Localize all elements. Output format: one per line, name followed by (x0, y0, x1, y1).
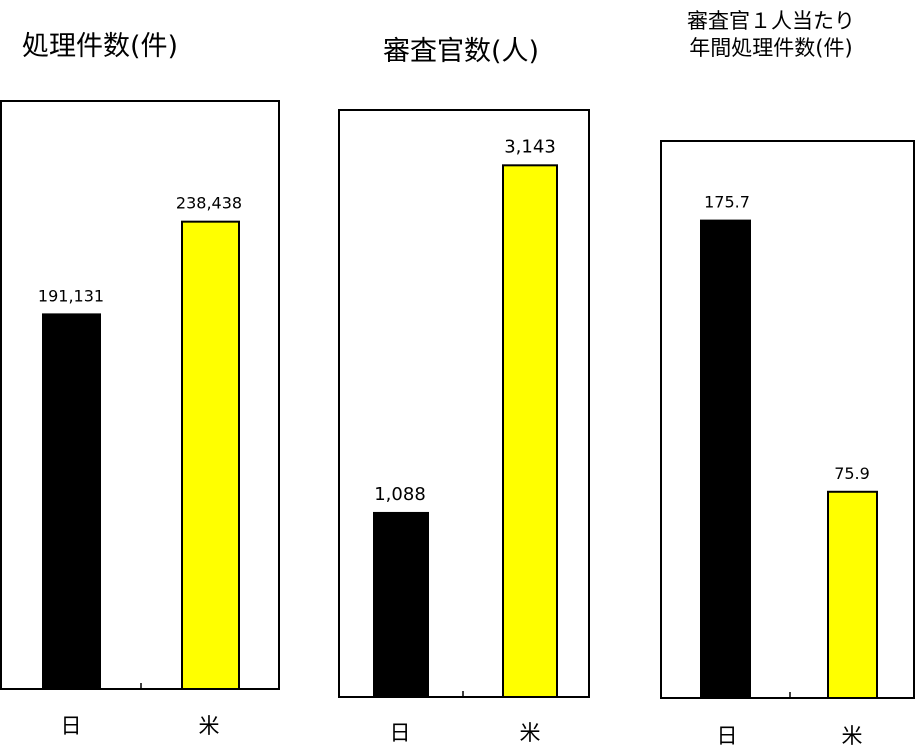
panel-1-category-japan: 日 (61, 714, 82, 738)
panel-2-category-japan: 日 (390, 721, 411, 745)
panel-1-bar-japan (42, 313, 101, 690)
panel-3-category-japan: 日 (717, 724, 738, 748)
panel-3-bar-us (827, 490, 878, 699)
panel-processing-count: 処理件数(件) 191,131 238,438 日 米 (0, 31, 280, 738)
panel-3-bar-japan (700, 219, 751, 700)
panel-1-bar-us (181, 220, 240, 690)
panel-1-value-label-us: 238,438 (176, 194, 242, 213)
panel-1-category-us: 米 (199, 714, 220, 738)
panel-2-category-us: 米 (520, 721, 541, 745)
panel-2-bar-japan (373, 511, 429, 698)
panel-3-bars: 175.7 75.9 (700, 193, 878, 700)
panel-2-value-label-us: 3,143 (504, 136, 556, 157)
panel-per-examiner: 審査官１人当たり 年間処理件数(件) 175.7 75.9 日 米 (660, 9, 915, 748)
panel-2-value-label-japan: 1,088 (374, 484, 426, 505)
panel-2-bars: 1,088 3,143 (373, 136, 558, 698)
panel-3-title-line1: 審査官１人当たり (687, 9, 855, 33)
panel-3-category-us: 米 (842, 724, 863, 748)
panel-2-bar-us (502, 164, 558, 698)
panel-examiner-count: 審査官数(人) 1,088 3,143 日 米 (338, 36, 590, 745)
panel-3-value-label-japan: 175.7 (704, 193, 750, 212)
panel-1-title: 処理件数(件) (22, 31, 178, 62)
panel-3-value-label-us: 75.9 (834, 464, 870, 483)
panel-1-value-label-japan: 191,131 (38, 286, 104, 305)
panel-2-title: 審査官数(人) (383, 36, 539, 67)
panel-3-title-line2: 年間処理件数(件) (689, 36, 852, 60)
panel-1-bars: 191,131 238,438 (38, 194, 242, 690)
